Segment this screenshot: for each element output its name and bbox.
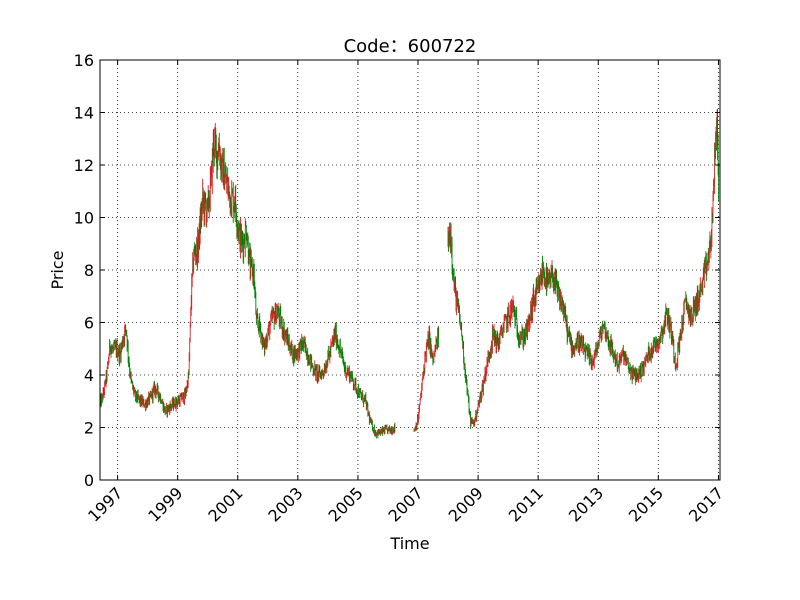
chart-title: Code：600722: [344, 36, 477, 57]
y-tick-label: 16: [74, 51, 94, 70]
y-tick-label: 8: [84, 261, 94, 280]
grid-lines: [100, 60, 720, 480]
y-axis-label: Price: [48, 250, 67, 289]
y-tick-label: 10: [74, 209, 94, 228]
y-tick-label: 12: [74, 156, 94, 175]
y-tick-label: 14: [74, 104, 94, 123]
y-tick-label: 0: [84, 471, 94, 490]
y-tick-label: 6: [84, 314, 94, 333]
y-tick-label: 4: [84, 366, 94, 385]
price-series: [99, 108, 720, 439]
y-tick-label: 2: [84, 419, 94, 438]
x-axis-label: Time: [389, 534, 429, 553]
